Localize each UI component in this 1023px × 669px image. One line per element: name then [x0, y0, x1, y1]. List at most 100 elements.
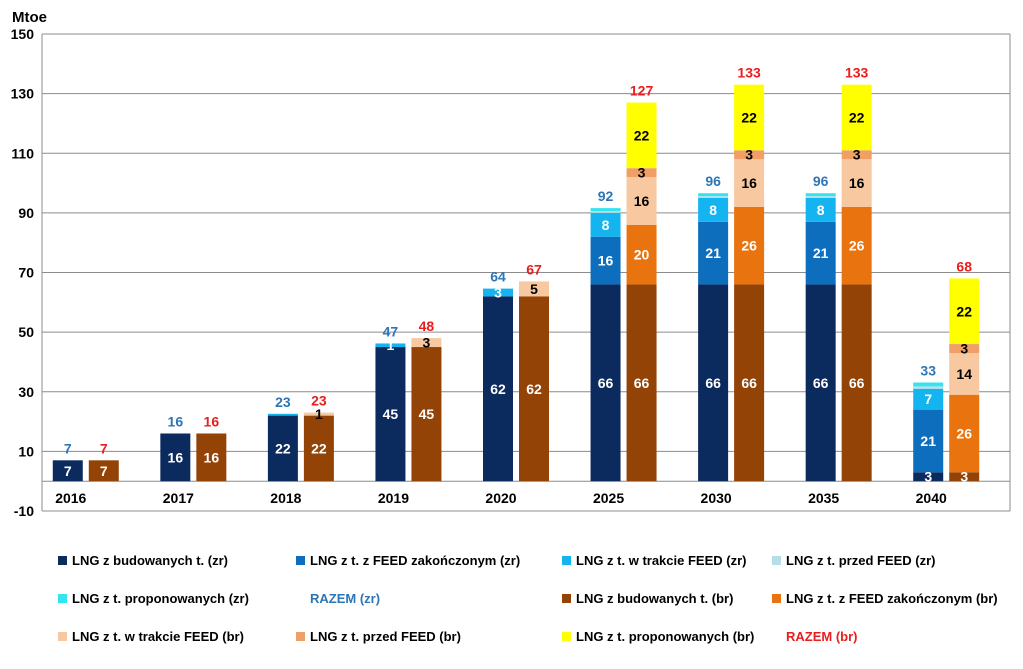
legend-swatch	[58, 556, 67, 565]
y-tick-label: 110	[11, 145, 34, 161]
bar-segment	[698, 197, 729, 222]
y-tick-label: -10	[14, 503, 34, 519]
data-label: 7	[924, 391, 932, 407]
x-tick-label: 2020	[485, 490, 516, 506]
x-tick-label: 2019	[378, 490, 409, 506]
bar-segment	[483, 296, 513, 482]
bar-segment	[734, 150, 765, 160]
y-tick-label: 150	[11, 26, 35, 42]
total-label: 133	[737, 65, 761, 81]
data-label: 62	[526, 381, 542, 397]
total-label: 16	[168, 413, 184, 429]
bar-segment	[913, 409, 944, 473]
legend-swatch	[772, 556, 781, 565]
legend-swatch	[562, 594, 571, 603]
bar-segment	[734, 206, 765, 285]
y-tick-label: 30	[18, 384, 34, 400]
y-tick-label: 10	[18, 443, 34, 459]
data-label: 66	[849, 375, 865, 391]
bar-segment	[267, 413, 298, 416]
legend-label: RAZEM (zr)	[310, 591, 380, 606]
data-label: 16	[634, 193, 650, 209]
bar-segment	[698, 196, 729, 198]
bar-segment	[483, 288, 513, 297]
data-label: 45	[383, 406, 399, 422]
bar-segment	[949, 344, 980, 353]
total-label: 92	[598, 188, 614, 204]
data-label: 45	[419, 406, 435, 422]
data-label: 22	[275, 440, 291, 456]
total-label: 68	[956, 258, 972, 274]
x-tick-label: 2040	[916, 490, 947, 506]
y-tick-label: 50	[18, 324, 34, 340]
bar-segment	[734, 284, 765, 482]
data-label: 66	[741, 375, 757, 391]
data-label: 7	[100, 463, 108, 479]
bar-segment	[626, 102, 657, 169]
legend-label: LNG z t. przed FEED (br)	[310, 629, 461, 644]
bar-segment	[590, 208, 621, 212]
x-tick-label: 2018	[270, 490, 301, 506]
data-label: 26	[741, 238, 757, 254]
total-label: 33	[920, 363, 936, 379]
bar-segment	[734, 159, 765, 207]
data-label: 22	[634, 127, 650, 143]
data-label: 8	[602, 217, 610, 233]
total-label: 23	[311, 393, 327, 409]
legend-swatch	[562, 556, 571, 565]
bar-segment	[841, 84, 872, 151]
legend-label: LNG z t. w trakcie FEED (br)	[72, 629, 244, 644]
data-label: 3	[960, 341, 968, 357]
data-label: 22	[311, 440, 327, 456]
data-label: 26	[849, 238, 865, 254]
data-label: 22	[849, 109, 865, 125]
data-label: 16	[741, 175, 757, 191]
data-label: 3	[853, 147, 861, 163]
bar-segment	[626, 284, 657, 482]
data-label: 8	[817, 202, 825, 218]
bar-segment	[375, 343, 406, 348]
y-axis-unit-label: Mtoe	[12, 9, 47, 26]
bar-segment	[626, 224, 657, 285]
bar-segment	[52, 460, 83, 482]
total-label: 16	[204, 413, 220, 429]
data-label: 1	[315, 406, 323, 422]
data-label: 3	[638, 165, 646, 181]
data-label: 16	[204, 449, 220, 465]
bar-segment	[913, 382, 944, 387]
bar-segment	[805, 284, 836, 482]
x-tick-label: 2035	[808, 490, 839, 506]
total-label: 64	[490, 269, 506, 285]
bar-segment	[734, 84, 765, 151]
bar-segment	[841, 284, 872, 482]
bar-segment	[841, 206, 872, 285]
data-label: 3	[924, 469, 932, 485]
legend-label: LNG z t. z FEED zakończonym (zr)	[310, 553, 520, 568]
legend-label: LNG z t. w trakcie FEED (zr)	[576, 553, 746, 568]
legend: LNG z budowanych t. (zr) LNG z t. z FEED …	[58, 553, 998, 644]
bar-segment	[698, 193, 729, 197]
bar-segment	[949, 352, 980, 395]
bar-segment	[411, 347, 442, 482]
legend-swatch	[296, 632, 305, 641]
data-label: 26	[956, 425, 972, 441]
bar-segment	[805, 193, 836, 197]
data-label: 8	[709, 202, 717, 218]
bar-segment	[913, 388, 944, 410]
total-label: 67	[526, 261, 542, 277]
data-label: 62	[490, 381, 506, 397]
bar-segment	[88, 460, 119, 482]
total-label: 133	[845, 65, 869, 81]
legend-swatch	[58, 632, 67, 641]
bar-segment	[519, 281, 549, 297]
data-label: 21	[813, 245, 829, 261]
bar-segment	[590, 212, 621, 237]
data-label: 66	[634, 375, 650, 391]
legend-swatch	[58, 594, 67, 603]
bar-segment	[267, 415, 298, 482]
x-tick-label: 2017	[163, 490, 194, 506]
data-label: 20	[634, 247, 650, 263]
data-label: 3	[745, 147, 753, 163]
bar-segment	[698, 221, 729, 285]
x-tick-label: 2016	[55, 490, 86, 506]
